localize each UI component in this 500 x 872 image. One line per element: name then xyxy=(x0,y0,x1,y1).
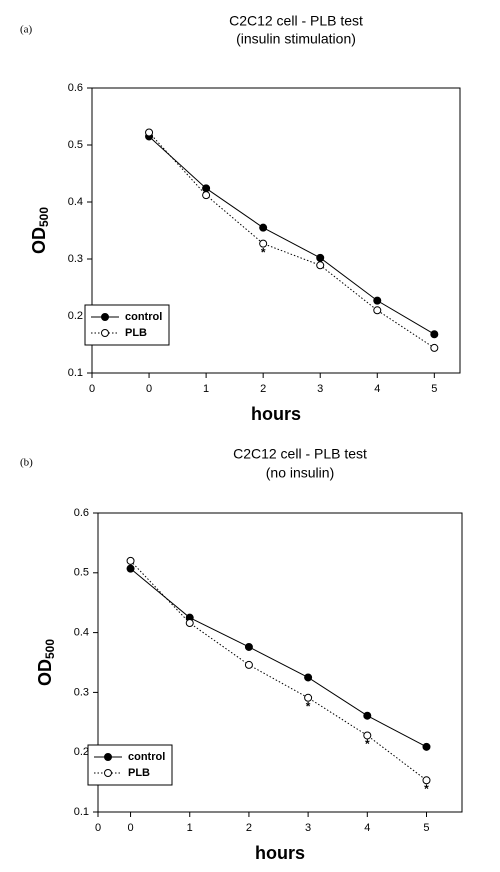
y-tick-label: 0.2 xyxy=(68,310,83,322)
x-tick-label: 0 xyxy=(89,383,95,395)
legend-marker xyxy=(101,329,109,337)
y-tick-label: 0.5 xyxy=(68,139,83,151)
data-point xyxy=(422,742,431,751)
chart-title: C2C12 cell - PLB test xyxy=(229,13,363,29)
data-point xyxy=(304,673,313,682)
chart-subtitle: (no insulin) xyxy=(266,465,334,481)
data-point xyxy=(363,731,372,740)
significance-mark: * xyxy=(306,700,311,714)
y-tick-label: 0.1 xyxy=(74,806,89,818)
significance-mark: * xyxy=(261,245,266,259)
x-tick-label: 0 xyxy=(127,822,133,834)
y-axis-label-text: OD xyxy=(35,659,55,686)
data-point xyxy=(185,619,194,628)
data-point xyxy=(430,330,439,339)
y-tick-label: 0.6 xyxy=(74,507,89,519)
series-line xyxy=(148,132,435,349)
chart-subtitle: (insulin stimulation) xyxy=(236,31,356,47)
x-tick-label: 1 xyxy=(187,822,193,834)
panel-label: (a) xyxy=(20,24,33,36)
x-axis-label: hours xyxy=(251,404,301,424)
legend-label: control xyxy=(125,311,162,323)
legend-marker xyxy=(104,753,112,761)
y-tick-label: 0.3 xyxy=(74,686,89,698)
chart-title: C2C12 cell - PLB test xyxy=(233,446,367,462)
data-point xyxy=(244,642,253,651)
data-point xyxy=(259,223,268,232)
series-line xyxy=(148,136,435,335)
data-point xyxy=(202,191,211,200)
x-tick-label: 1 xyxy=(203,383,209,395)
x-tick-label: 4 xyxy=(364,822,370,834)
x-tick-label: 5 xyxy=(431,383,437,395)
legend-marker xyxy=(104,769,112,777)
y-tick-label: 0.5 xyxy=(74,567,89,579)
legend-label: PLB xyxy=(125,327,147,339)
x-tick-label: 5 xyxy=(423,822,429,834)
legend-box xyxy=(84,304,170,346)
x-tick-label: 2 xyxy=(246,822,252,834)
data-point xyxy=(304,693,313,702)
y-tick-label: 0.4 xyxy=(68,196,83,208)
x-tick-label: 3 xyxy=(317,383,323,395)
data-point xyxy=(373,306,382,315)
legend-box xyxy=(87,744,173,786)
data-point xyxy=(202,184,211,193)
x-axis-label: hours xyxy=(255,843,305,863)
plot-frame xyxy=(91,87,461,374)
y-tick-label: 0.3 xyxy=(68,253,83,265)
x-tick-label: 2 xyxy=(260,383,266,395)
legend-label: control xyxy=(128,751,165,763)
significance-mark: * xyxy=(424,782,429,796)
x-tick-label: 0 xyxy=(95,822,101,834)
data-point xyxy=(373,296,382,305)
x-tick-label: 0 xyxy=(146,383,152,395)
y-tick-label: 0.1 xyxy=(68,367,83,379)
legend-marker xyxy=(101,313,109,321)
x-tick-label: 3 xyxy=(305,822,311,834)
data-point xyxy=(422,776,431,785)
data-point xyxy=(430,343,439,352)
y-tick-label: 0.6 xyxy=(68,82,83,94)
y-axis-label: OD500 xyxy=(35,639,57,686)
series-line xyxy=(130,560,427,781)
data-point xyxy=(145,128,154,137)
data-point xyxy=(126,556,135,565)
x-tick-label: 4 xyxy=(374,383,380,395)
y-axis-label: OD500 xyxy=(29,207,51,254)
y-axis-label-subscript: 500 xyxy=(43,639,57,659)
data-point xyxy=(316,253,325,262)
data-point xyxy=(316,261,325,270)
data-point xyxy=(259,239,268,248)
data-point xyxy=(126,564,135,573)
y-axis-label-subscript: 500 xyxy=(37,207,51,227)
y-tick-label: 0.4 xyxy=(74,627,89,639)
data-point xyxy=(244,660,253,669)
panel-label: (b) xyxy=(20,457,33,469)
legend-label: PLB xyxy=(128,767,150,779)
significance-mark: * xyxy=(365,737,370,751)
y-tick-label: 0.2 xyxy=(74,746,89,758)
plot-frame xyxy=(97,512,463,813)
series-line xyxy=(130,568,427,748)
data-point xyxy=(363,711,372,720)
y-axis-label-text: OD xyxy=(29,227,49,254)
